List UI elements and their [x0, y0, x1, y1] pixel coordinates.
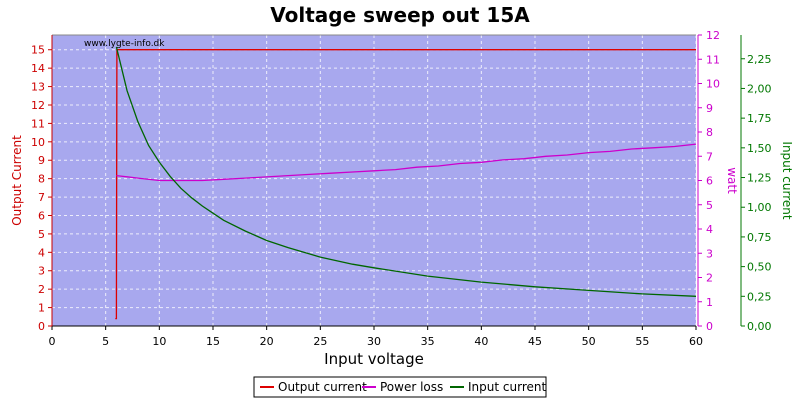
x-tick-label: 15 — [206, 335, 220, 348]
x-tick-label: 25 — [313, 335, 327, 348]
left-tick-label: 3 — [38, 265, 45, 278]
x-axis-label: Input voltage — [324, 350, 424, 368]
series-power-loss — [116, 143, 697, 182]
watt-tick-label: 2 — [706, 272, 713, 285]
left-tick-label: 2 — [38, 283, 45, 296]
left-tick-label: 15 — [31, 44, 45, 57]
watt-tick-label: 3 — [706, 247, 713, 260]
watt-tick-label: 1 — [706, 296, 713, 309]
series-output-current — [115, 49, 696, 320]
watermark: www.lygte-info.dk — [84, 39, 165, 49]
input-current-tick-label: 0,50 — [747, 261, 772, 274]
watt-tick-label: 8 — [706, 126, 713, 139]
x-tick-label: 40 — [474, 335, 488, 348]
left-tick-label: 10 — [31, 136, 45, 149]
input-current-tick-label: 1,25 — [747, 172, 772, 185]
grid — [51, 35, 697, 327]
input-current-tick-label: 1,50 — [747, 142, 772, 155]
watt-tick-label: 12 — [706, 29, 720, 42]
left-tick-label: 1 — [38, 302, 45, 315]
left-tick-label: 12 — [31, 99, 45, 112]
chart-title: Voltage sweep out 15A — [270, 3, 530, 27]
x-tick-label: 10 — [152, 335, 166, 348]
input-current-tick-label: 2,25 — [747, 53, 772, 66]
left-tick-label: 9 — [38, 154, 45, 167]
left-tick-label: 8 — [38, 173, 45, 186]
x-tick-label: 45 — [528, 335, 542, 348]
input-current-axis-label: Input current — [780, 141, 794, 219]
left-tick-label: 13 — [31, 81, 45, 94]
legend: Output current Power loss Input current — [253, 376, 547, 398]
x-tick-label: 20 — [260, 335, 274, 348]
watt-tick-label: 11 — [706, 53, 720, 66]
left-tick-label: 4 — [38, 246, 45, 259]
input-current-tick-label: 0,75 — [747, 231, 772, 244]
x-tick-label: 5 — [102, 335, 109, 348]
left-axis-label: Output Current — [10, 135, 24, 226]
left-tick-label: 11 — [31, 117, 45, 130]
watt-tick-label: 10 — [706, 78, 720, 91]
watt-tick-label: 0 — [706, 320, 713, 333]
left-tick-label: 6 — [38, 209, 45, 222]
left-tick-label: 0 — [38, 320, 45, 333]
x-tick-label: 30 — [367, 335, 381, 348]
input-current-tick-label: 2,00 — [747, 82, 772, 95]
series-layer — [115, 46, 697, 320]
x-tick-label: 50 — [582, 335, 596, 348]
legend-entry: Output current — [278, 380, 367, 394]
left-tick-label: 5 — [38, 228, 45, 241]
input-current-tick-label: 0,25 — [747, 290, 772, 303]
axes: 0 5 10 15 20 25 30 35 40 45 50 55 600123456789101112… — [10, 29, 794, 348]
x-tick-label: 60 — [689, 335, 703, 348]
watt-tick-label: 6 — [706, 175, 713, 188]
legend-box — [253, 376, 547, 398]
input-current-tick-label: 1,00 — [747, 201, 772, 214]
input-current-tick-label: 0,00 — [747, 320, 772, 333]
watt-axis-label: watt — [725, 167, 739, 194]
legend-entry: Power loss — [380, 380, 443, 394]
input-current-tick-label: 1,75 — [747, 112, 772, 125]
left-tick-label: 14 — [31, 62, 45, 75]
watt-tick-label: 7 — [706, 150, 713, 163]
watt-tick-label: 5 — [706, 199, 713, 212]
left-tick-label: 7 — [38, 191, 45, 204]
series-input-current — [115, 46, 697, 297]
watt-tick-label: 4 — [706, 223, 713, 236]
legend-entry: Input current — [468, 380, 546, 394]
x-tick-label: 0 — [49, 335, 56, 348]
watt-tick-label: 9 — [706, 102, 713, 115]
x-tick-label: 35 — [421, 335, 435, 348]
x-tick-label: 55 — [635, 335, 649, 348]
